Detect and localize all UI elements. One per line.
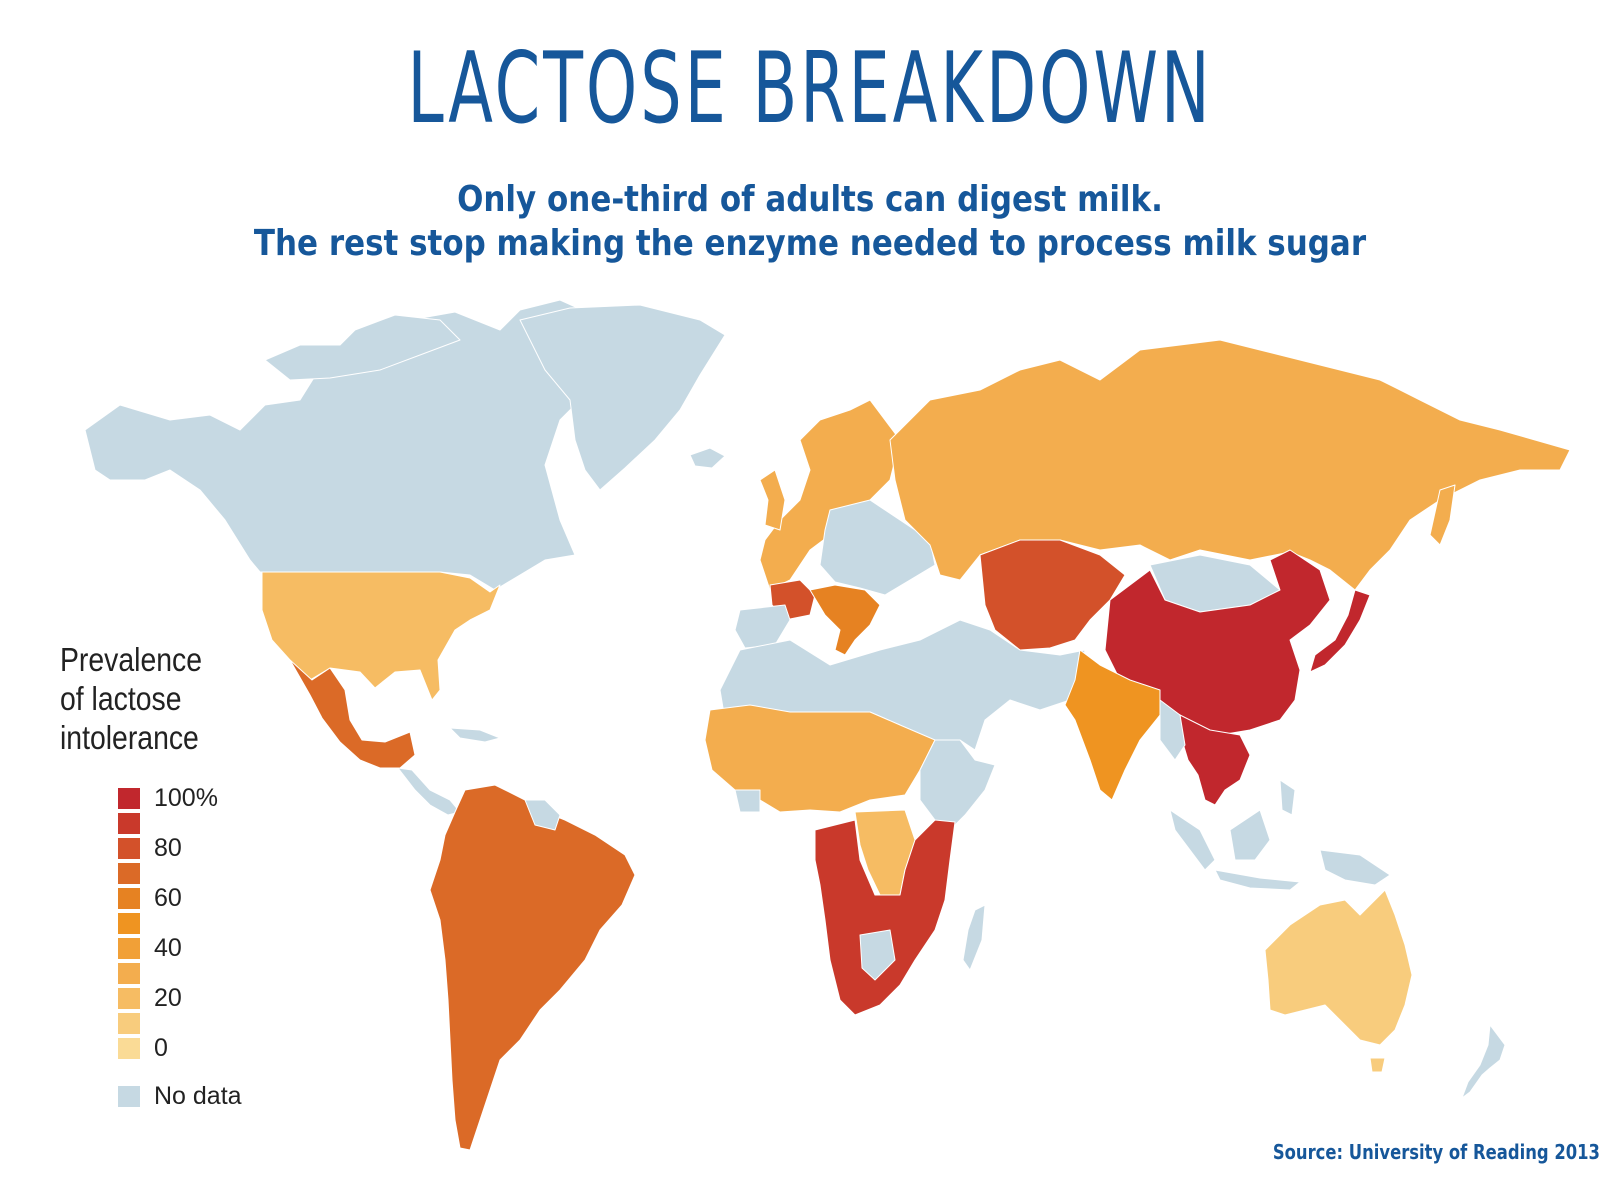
legend-swatch-30 (118, 963, 140, 984)
legend-label-100: 100% (154, 784, 218, 812)
legend-swatch-100 (118, 788, 140, 809)
region-guianas (524, 799, 561, 831)
subtitle-line-1: Only one-third of adults can digest milk… (457, 179, 1163, 220)
region-botswana (859, 929, 896, 981)
region-uk (759, 469, 786, 531)
legend-label-0: 0 (154, 1034, 168, 1062)
region-madagascar (962, 904, 986, 971)
region-indonesia (1169, 779, 1391, 891)
legend-swatch-20 (118, 988, 140, 1009)
legend-label-80: 80 (154, 834, 182, 862)
region-caribbean (449, 727, 501, 743)
legend-swatch-no-data (118, 1086, 140, 1107)
region-arctic-islands (264, 314, 461, 381)
region-southern-africa (814, 819, 956, 1016)
region-usa (261, 571, 501, 701)
region-tasmania (1369, 1057, 1386, 1073)
region-west-africa (704, 704, 936, 813)
source-credit: Source: University of Reading 2013 (1272, 1140, 1600, 1164)
region-india (1064, 649, 1161, 801)
legend-label-60: 60 (154, 884, 182, 912)
legend-swatch-80 (118, 838, 140, 859)
legend-label-20: 20 (154, 984, 182, 1012)
subtitle-line-2: The rest stop making the enzyme needed t… (253, 223, 1367, 264)
legend-title: Prevalence of lactose intolerance (60, 640, 202, 757)
region-myanmar (1159, 699, 1186, 761)
region-greenland (519, 304, 726, 491)
region-iceland (689, 447, 726, 469)
region-gulf-guinea (734, 789, 761, 813)
legend-title-line-2: of lactose (60, 680, 182, 717)
legend-swatch-90 (118, 813, 140, 834)
region-new-zealand (1461, 1024, 1506, 1099)
region-japan (1309, 589, 1371, 673)
legend-swatch-10 (118, 1013, 140, 1034)
region-kamchatka (1429, 484, 1456, 546)
legend-swatch-40 (118, 938, 140, 959)
region-se-asia (1179, 714, 1251, 806)
region-australia (1264, 889, 1413, 1046)
legend-swatch-50 (118, 913, 140, 934)
region-horn-africa (919, 739, 996, 831)
region-canada-alaska (84, 299, 611, 591)
region-south-america (429, 784, 636, 1151)
region-central-asia (979, 539, 1126, 651)
region-mexico (289, 659, 416, 769)
page-title: LACTOSE BREAKDOWN (407, 32, 1213, 146)
legend-label-40: 40 (154, 934, 182, 962)
region-central-america (397, 767, 461, 816)
legend-swatch-60 (118, 888, 140, 909)
region-italy-balkans (809, 584, 881, 656)
region-eastern-europe (819, 499, 936, 596)
legend-title-line-3: intolerance (60, 719, 199, 756)
legend-label-no-data: No data (154, 1082, 242, 1110)
legend-swatch-70 (118, 863, 140, 884)
legend-swatch-0 (118, 1038, 140, 1059)
legend-title-line-1: Prevalence (60, 641, 202, 678)
